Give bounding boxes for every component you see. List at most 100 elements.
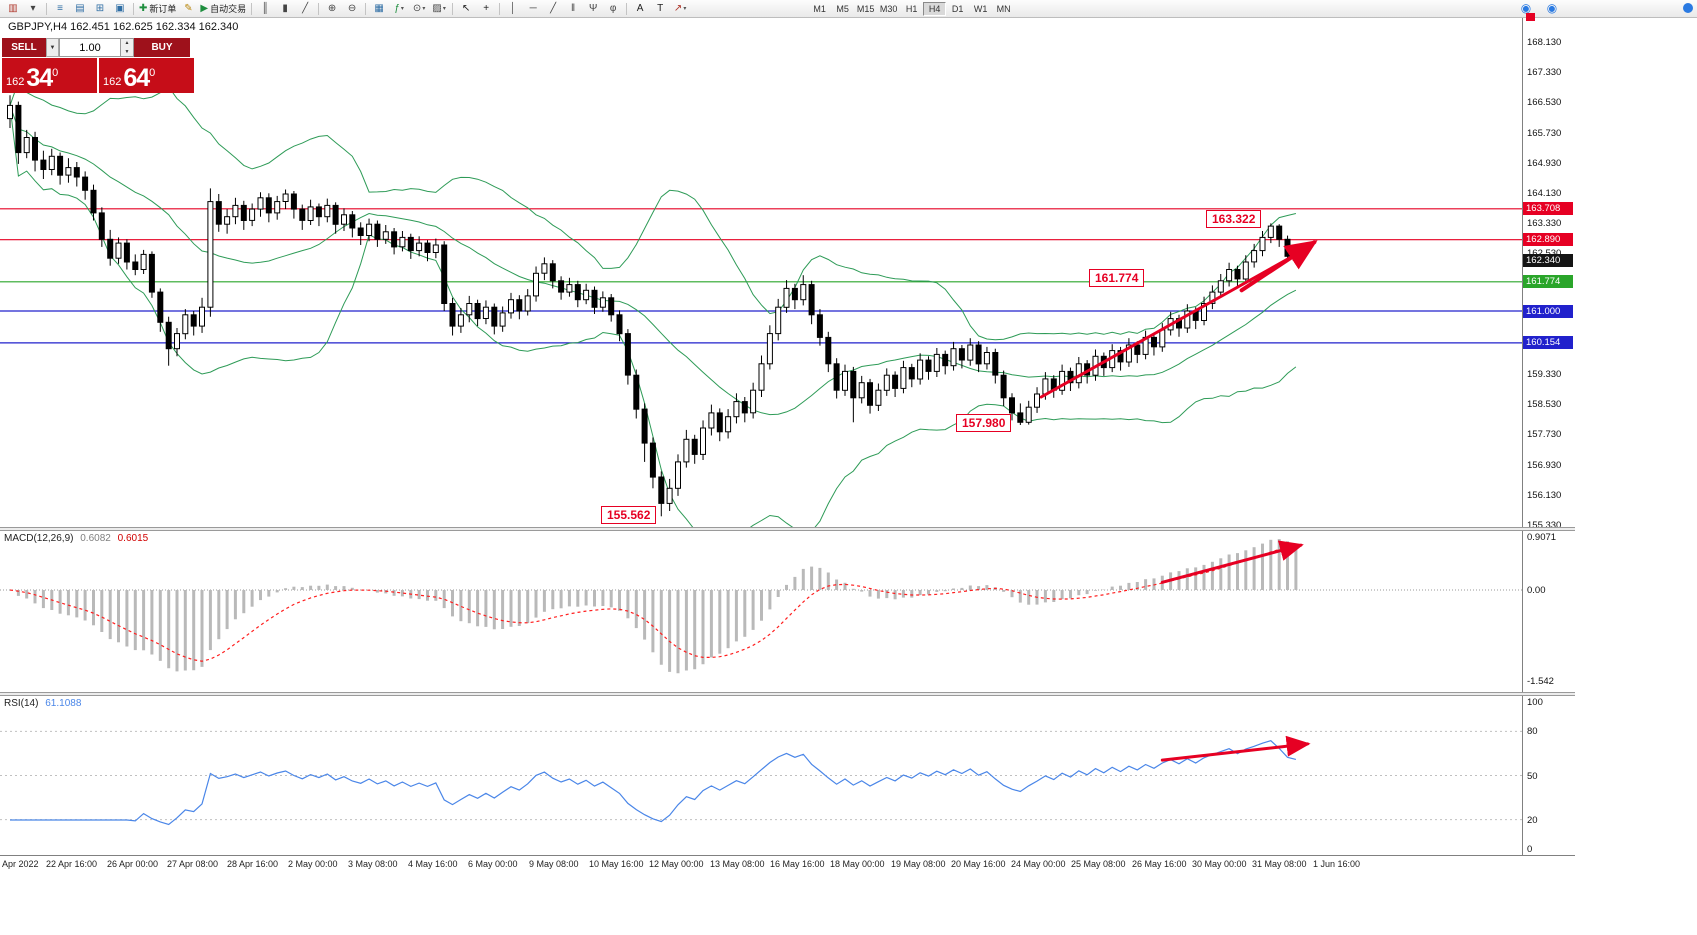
volume-input[interactable]: [59, 38, 121, 57]
new-order-button[interactable]: ✚ 新订单: [137, 1, 178, 16]
time-axis-label: 4 May 16:00: [408, 859, 458, 869]
timeframe-h1-button[interactable]: H1: [905, 3, 918, 14]
candle: [1125, 338, 1132, 367]
periods-icon[interactable]: ⊙ ▾: [409, 1, 429, 16]
candle: [1075, 357, 1082, 389]
time-axis-label: 28 Apr 16:00: [227, 859, 279, 869]
data-window-icon[interactable]: ▤: [70, 1, 90, 16]
macd-signal-value: 0.6015: [117, 533, 149, 544]
volume-dropdown-button[interactable]: ▼: [46, 38, 59, 57]
candle: [1059, 364, 1066, 395]
trendline-icon[interactable]: ╱: [543, 1, 563, 16]
navigator-icon[interactable]: ⊞: [90, 1, 110, 16]
cursor-icon[interactable]: ↖: [456, 1, 476, 16]
candle: [958, 345, 965, 369]
candle: [1226, 262, 1233, 287]
candle: [190, 311, 197, 336]
timeframe-mn-button[interactable]: MN: [996, 3, 1011, 14]
rsi-panel[interactable]: RSI(14) 61.1088 100 80 50 20 0: [0, 696, 1697, 855]
candle: [892, 371, 899, 397]
candle: [883, 368, 890, 396]
price-axis-label: 167.330: [1527, 67, 1562, 79]
time-axis-label: 6 May 00:00: [468, 859, 518, 869]
timeframe-m15-button[interactable]: M15: [856, 3, 875, 14]
mql5-community-icon[interactable]: ◉: [1516, 1, 1536, 16]
timeframe-h4-button[interactable]: H4: [923, 1, 947, 16]
rsi-canvas[interactable]: [0, 696, 1522, 855]
text-label-icon[interactable]: T: [650, 1, 670, 16]
candle: [1017, 403, 1024, 425]
market-watch-icon[interactable]: ≡: [50, 1, 70, 16]
price-annotation[interactable]: 155.562: [601, 506, 657, 524]
candle: [1242, 255, 1249, 284]
autotrading-button-label: 自动交易: [210, 4, 247, 14]
price-chart-canvas[interactable]: [0, 18, 1522, 527]
panel-divider[interactable]: [0, 692, 1575, 696]
help-search-icon[interactable]: ◉: [1542, 1, 1562, 16]
profiles-icon[interactable]: ▾: [23, 1, 43, 16]
macd-canvas[interactable]: [0, 531, 1522, 692]
buy-button[interactable]: BUY: [134, 38, 190, 57]
price-annotation[interactable]: 163.322: [1206, 210, 1262, 228]
trend-arrow-1[interactable]: [1039, 244, 1314, 399]
candle: [1142, 330, 1149, 360]
tile-windows-icon[interactable]: ▦: [369, 1, 389, 16]
candle: [482, 300, 489, 325]
candle: [775, 298, 782, 341]
time-axis-label: 20 May 16:00: [951, 859, 1006, 869]
bar-chart-icon[interactable]: ║: [255, 1, 275, 16]
vertical-line-icon[interactable]: │: [503, 1, 523, 16]
sell-price-display[interactable]: 162 34 0: [2, 58, 97, 93]
price-annotation[interactable]: 157.980: [956, 414, 1012, 432]
zoom-out-icon[interactable]: ⊖: [342, 1, 362, 16]
candlestick-chart-icon[interactable]: ▮: [275, 1, 295, 16]
metaeditor-icon[interactable]: ✎: [178, 1, 198, 16]
price-axis-label: 157.730: [1527, 429, 1562, 441]
notifications-icon[interactable]: [1683, 3, 1693, 13]
macd-panel[interactable]: MACD(12,26,9) 0.6082 0.6015 0.9071 0.00 -1…: [0, 531, 1697, 692]
horizontal-line-icon[interactable]: ─: [523, 1, 543, 16]
timeframe-m1-button[interactable]: M1: [813, 3, 826, 14]
equidistant-channel-icon[interactable]: ‖: [563, 1, 583, 16]
time-axis-label: 27 Apr 08:00: [167, 859, 219, 869]
panel-divider[interactable]: [0, 527, 1575, 531]
timeframe-w1-button[interactable]: W1: [973, 3, 988, 14]
candle: [57, 152, 64, 185]
text-icon[interactable]: A: [630, 1, 650, 16]
timeframe-d1-button[interactable]: D1: [951, 3, 964, 14]
arrow-objects-icon[interactable]: ↗ ▾: [670, 1, 690, 16]
rsi-arrow[interactable]: [1160, 735, 1311, 762]
sell-button[interactable]: SELL: [2, 38, 46, 57]
macd-signal-line: [9, 546, 1296, 662]
metaeditor-icon: ✎: [184, 3, 193, 14]
candle: [391, 228, 398, 255]
candle: [165, 316, 172, 366]
candle: [1276, 224, 1283, 247]
macd-arrow[interactable]: [1160, 540, 1304, 584]
trend-arrow-2[interactable]: [1239, 240, 1318, 293]
autotrading-button[interactable]: ▶ 自动交易: [198, 1, 248, 16]
candle: [7, 95, 13, 128]
volume-decrease-button[interactable]: ▼: [124, 48, 130, 55]
candle: [833, 358, 840, 399]
indicators-icon[interactable]: ƒ ▾: [389, 1, 409, 16]
volume-increase-button[interactable]: ▲: [124, 40, 130, 46]
line-chart-icon[interactable]: ╱: [295, 1, 315, 16]
new-chart-icon[interactable]: ▥: [3, 1, 23, 16]
candle: [182, 309, 189, 340]
timeframe-m5-button[interactable]: M5: [836, 3, 849, 14]
rsi-axis-label: 100: [1527, 697, 1543, 708]
volume-stepper: ▲ ▼: [121, 38, 134, 57]
andrews-pitchfork-icon[interactable]: Ψ: [583, 1, 603, 16]
arrow-objects-icon: ↗: [673, 3, 683, 14]
zoom-in-icon[interactable]: ⊕: [322, 1, 342, 16]
fibonacci-icon[interactable]: φ: [603, 1, 623, 16]
candle: [1025, 400, 1032, 425]
crosshair-icon[interactable]: +: [476, 1, 496, 16]
price-chart-panel[interactable]: GBPJPY,H4 162.451 162.625 162.334 162.34…: [0, 18, 1697, 531]
buy-price-display[interactable]: 162 64 0: [99, 58, 194, 93]
terminal-icon[interactable]: ▣: [110, 1, 130, 16]
timeframe-m30-button[interactable]: M30: [879, 3, 898, 14]
price-annotation[interactable]: 161.774: [1089, 269, 1145, 287]
templates-icon[interactable]: ▨ ▾: [429, 1, 449, 16]
